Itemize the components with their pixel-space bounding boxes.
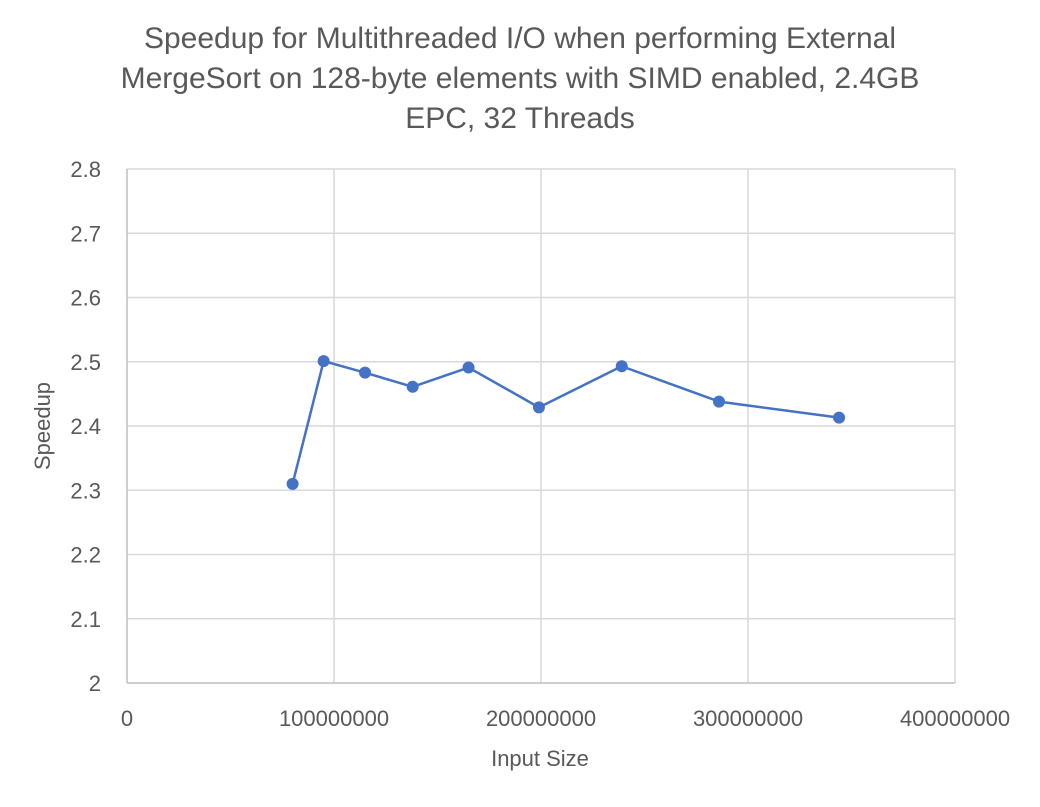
series <box>286 355 846 490</box>
chart-title: Speedup for Multithreaded I/O when perfo… <box>121 22 920 135</box>
data-point <box>713 395 726 408</box>
chart-title-line-1: Speedup for Multithreaded I/O when perfo… <box>144 22 896 55</box>
gridlines <box>127 168 956 683</box>
data-point <box>615 360 628 373</box>
data-point <box>317 355 330 368</box>
data-point <box>359 366 372 379</box>
chart-title-line-3: EPC, 32 Threads <box>405 102 635 135</box>
y-tick-labels: 2 2.1 2.2 2.3 2.4 2.5 2.6 2.7 2.8 <box>70 157 101 696</box>
y-tick-label: 2.6 <box>70 286 101 311</box>
data-point <box>406 380 419 393</box>
data-point <box>286 477 299 490</box>
y-tick-label: 2 <box>89 671 101 696</box>
x-tick-label: 200000000 <box>486 706 596 731</box>
y-tick-label: 2.1 <box>70 607 101 632</box>
x-tick-label: 100000000 <box>279 706 389 731</box>
data-point <box>462 361 475 374</box>
y-tick-label: 2.7 <box>70 221 101 246</box>
x-tick-labels: 0 100000000 200000000 300000000 400000000 <box>121 706 1010 731</box>
series-line <box>291 359 840 485</box>
axes <box>126 169 955 684</box>
chart-title-line-2: MergeSort on 128-byte elements with SIMD… <box>121 62 920 95</box>
y-tick-label: 2.2 <box>70 543 101 568</box>
data-point <box>532 401 545 414</box>
x-tick-label: 400000000 <box>900 706 1010 731</box>
y-tick-label: 2.5 <box>70 350 101 375</box>
y-tick-label: 2.4 <box>70 414 101 439</box>
x-axis-title: Input Size <box>491 746 589 771</box>
x-tick-label: 300000000 <box>693 706 803 731</box>
x-tick-label: 0 <box>121 706 133 731</box>
y-tick-label: 2.3 <box>70 478 101 503</box>
y-tick-label: 2.8 <box>70 157 101 182</box>
data-point <box>833 411 846 424</box>
y-axis-title: Speedup <box>30 382 55 470</box>
